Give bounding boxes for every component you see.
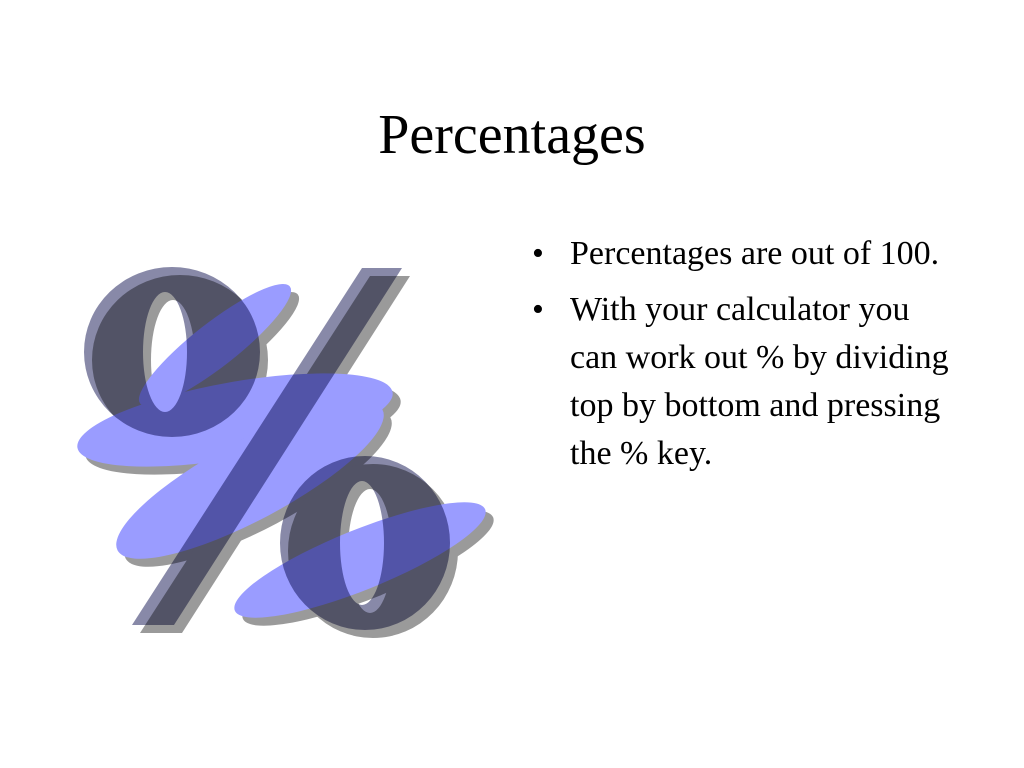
bullet-text: Percentages are out of 100. xyxy=(570,235,940,272)
bullet-text: With your calculator you can work out % … xyxy=(570,291,949,472)
bullet-item: • Percentages are out of 100. xyxy=(532,230,952,278)
slide-title: Percentages xyxy=(378,104,646,166)
bullet-dot: • xyxy=(532,291,544,328)
bullet-item: • With your calculator you can work out %… xyxy=(532,286,952,478)
bullet-list: • Percentages are out of 100. • With your … xyxy=(532,230,952,486)
bullet-dot: • xyxy=(532,235,544,272)
